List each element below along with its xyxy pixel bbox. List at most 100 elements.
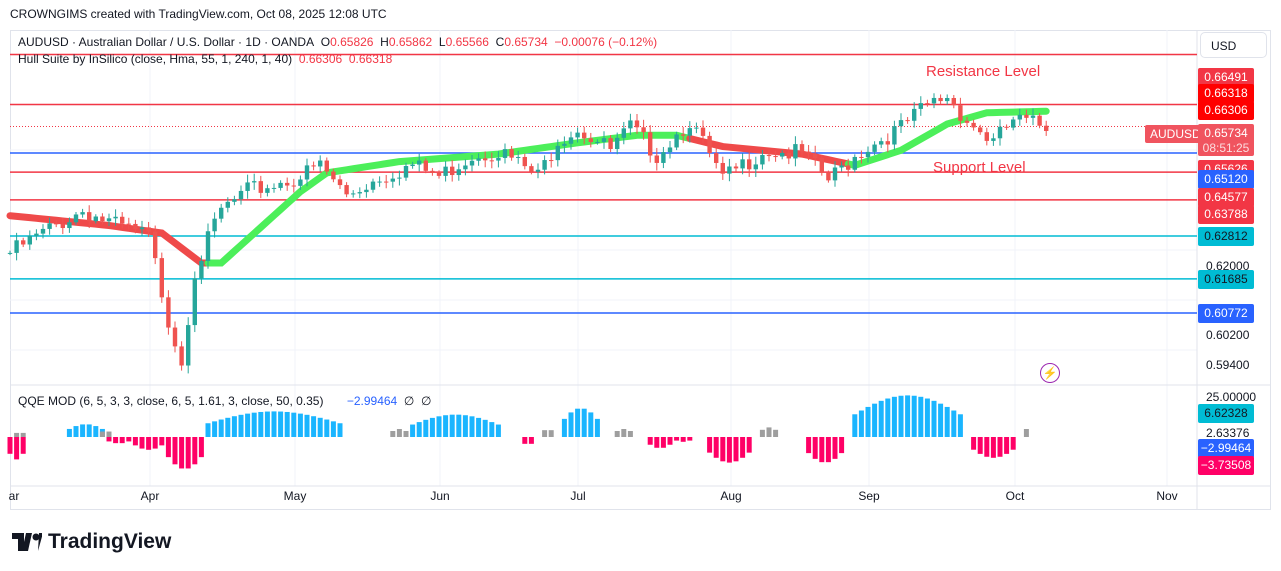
qqe-bar [304, 414, 310, 437]
candle-body [166, 297, 171, 328]
candle-body [971, 122, 976, 128]
candle-body [522, 156, 527, 167]
qqe-bar [825, 437, 831, 463]
candle-body [773, 156, 778, 158]
qqe-bar [311, 416, 317, 437]
qqe-bar [119, 437, 125, 444]
candle-body [588, 138, 593, 143]
lightning-icon[interactable]: ⚡ [1040, 363, 1060, 383]
candle-body [47, 223, 52, 229]
qqe-bar [740, 437, 746, 458]
time-axis-tick: Apr [140, 489, 160, 503]
candle-body [186, 325, 191, 366]
high-value: 0.65862 [388, 35, 433, 49]
candle-body [984, 132, 989, 141]
qqe-value-label: −3.73508 [1198, 456, 1254, 475]
chart-attribution: CROWNGIMS created with TradingView.com, … [10, 7, 387, 21]
hull-legend[interactable]: Hull Suite by InSilico (close, Hma, 55, … [18, 52, 392, 66]
candle-body [865, 151, 871, 158]
qqe-bar [225, 417, 231, 437]
candle-body [1024, 114, 1029, 118]
price-label: 0.66306 [1198, 101, 1254, 120]
qqe-bar [330, 421, 336, 437]
candle-body [27, 235, 32, 245]
candle-body [555, 145, 560, 161]
qqe-bar [271, 411, 277, 437]
candle-body [67, 222, 72, 229]
open-label: O [320, 35, 331, 49]
candle-body [898, 120, 904, 127]
price-label: 0.65120 [1198, 170, 1254, 189]
qqe-bar [410, 424, 416, 437]
candle-body [285, 182, 290, 186]
chart-frame[interactable] [10, 30, 1271, 510]
candle-body [265, 188, 270, 193]
price-label: 0.62812 [1198, 227, 1254, 246]
qqe-bar [278, 411, 284, 437]
candle-body [839, 165, 844, 168]
qqe-bar [205, 423, 211, 437]
candle-body [694, 127, 699, 129]
qqe-legend[interactable]: QQE MOD (6, 5, 3, 3, close, 6, 5, 1.61, … [18, 394, 431, 408]
qqe-bar [990, 437, 996, 458]
currency-button[interactable]: USD [1200, 32, 1267, 58]
bar-countdown: 08:51:25 [1202, 141, 1250, 155]
time-axis-tick: Oct [1005, 489, 1025, 503]
hull-band-up [204, 131, 694, 267]
qqe-bar [20, 432, 26, 437]
candle-body [885, 141, 890, 145]
qqe-bar [146, 437, 152, 450]
candle-body [529, 166, 534, 172]
qqe-bar [977, 437, 983, 454]
candle-body [337, 179, 343, 186]
candle-body [562, 143, 567, 146]
qqe-bar [251, 412, 257, 437]
candle-body [159, 258, 164, 298]
qqe-bar [469, 416, 475, 437]
candle-body [819, 158, 824, 173]
candle-body [859, 156, 864, 158]
qqe-bar [429, 417, 435, 437]
candle-body [443, 166, 448, 176]
candle-body [120, 216, 125, 224]
candle-body [7, 252, 13, 254]
candle-body [516, 156, 521, 158]
qqe-label: QQE MOD (6, 5, 3, 3, close, 6, 5, 1.61, … [18, 394, 324, 408]
qqe-bar [713, 437, 719, 458]
candle-body [219, 207, 224, 219]
candle-body [978, 127, 983, 133]
qqe-bar [984, 437, 990, 457]
qqe-bar [522, 437, 528, 444]
candle-body [1004, 126, 1009, 128]
candle-body [73, 214, 79, 223]
qqe-bar [575, 408, 581, 437]
price-label: 0.66491 [1198, 68, 1254, 87]
candle-body [100, 216, 105, 222]
qqe-bar [997, 437, 1003, 457]
qqe-bar [852, 414, 858, 437]
candle-body [60, 223, 65, 229]
qqe-bar [898, 395, 904, 437]
candle-body [951, 97, 956, 106]
qqe-bar [258, 411, 264, 437]
qqe-bar [707, 437, 713, 453]
candle-body [621, 128, 626, 138]
candle-body [252, 181, 257, 183]
qqe-axis-tick: 25.00000 [1206, 390, 1257, 404]
tradingview-logo[interactable]: TradingView [12, 530, 171, 554]
tradingview-logo-icon [12, 533, 42, 551]
candle-body [780, 152, 785, 157]
candle-body [667, 147, 673, 153]
candle-body [687, 128, 692, 136]
qqe-bar [106, 431, 112, 437]
qqe-value-label: 6.62328 [1198, 404, 1254, 423]
candle-body [700, 127, 706, 136]
candle-body [760, 155, 765, 165]
qqe-bar [660, 437, 666, 448]
candle-body [357, 192, 362, 194]
hull-label: Hull Suite by InSilico (close, Hma, 55, … [18, 52, 293, 66]
candle-body [806, 151, 811, 154]
candle-body [179, 346, 184, 366]
candle-body [469, 160, 475, 166]
